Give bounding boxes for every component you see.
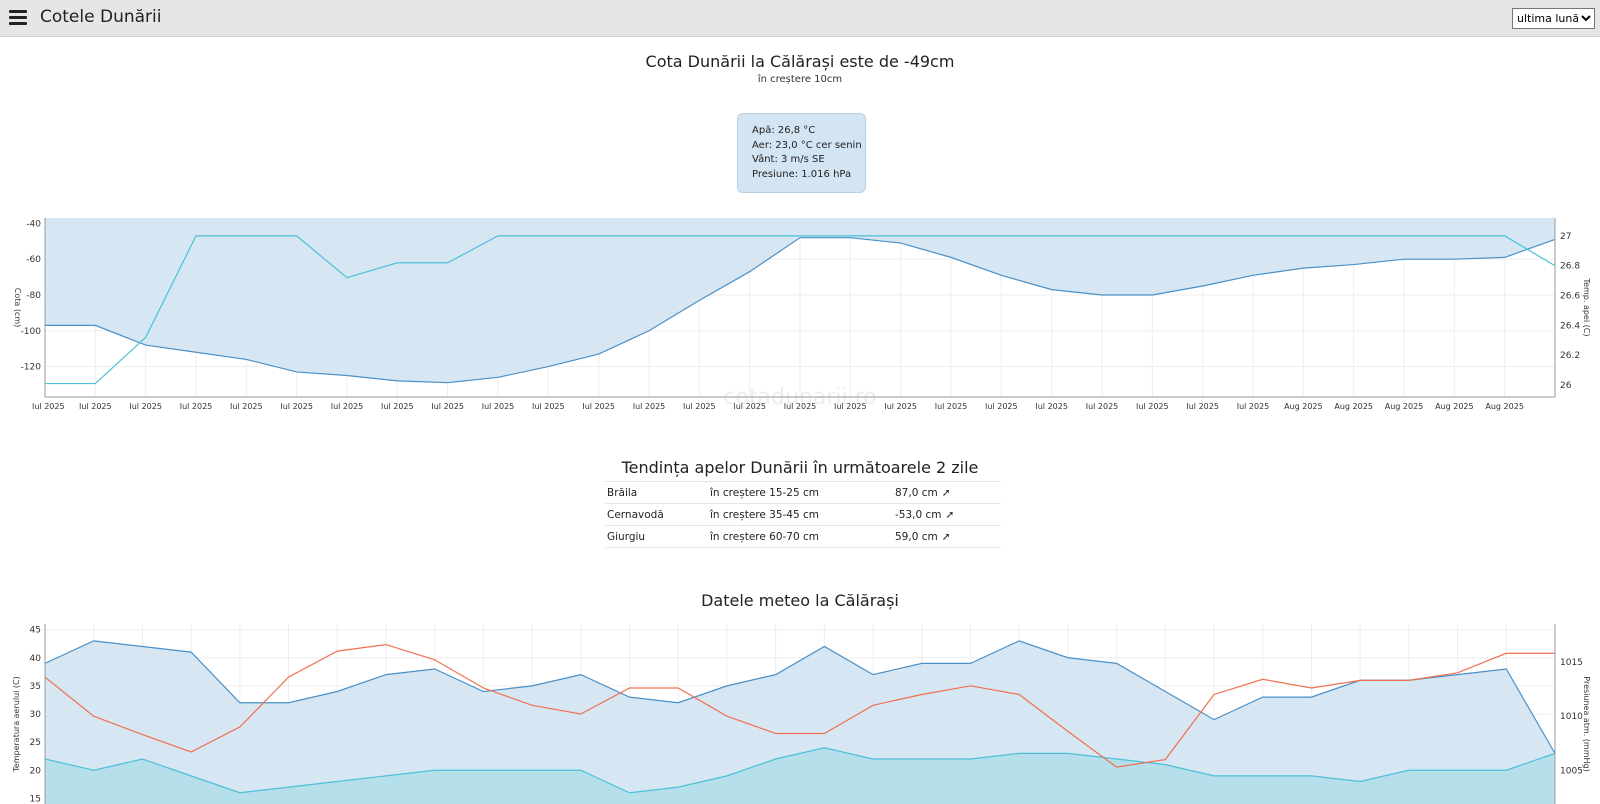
y-tick-label: -80: [26, 291, 41, 301]
wind-text: Vânt: 3 m/s SE: [752, 154, 825, 165]
y-tick-label: 25: [30, 738, 41, 748]
y2-tick-label: 26: [1560, 381, 1572, 391]
x-tick-label: Iul 2025: [532, 402, 565, 411]
x-tick-label: Iul 2025: [381, 402, 414, 411]
y2-tick-label: 26.6: [1560, 292, 1580, 302]
x-tick-label: Iul 2025: [79, 402, 112, 411]
level-cell: -53,0 cm ➚: [893, 503, 1001, 526]
x-tick-label: Iul 2025: [280, 402, 313, 411]
x-tick-label: Aug 2025: [1435, 402, 1474, 411]
x-tick-label: Iul 2025: [733, 402, 766, 411]
min-temp-line: [44, 747, 1556, 794]
meteo-chart: 45 40 35 30 25 20 15 1015 1010 1005 Temperatura ae…: [12, 624, 1591, 804]
water-temp-line: [45, 235, 1556, 385]
y-tick-label: -40: [26, 219, 41, 229]
y-tick-label: 40: [30, 654, 42, 664]
weather-info-box: Apă: 26,8 °C Aer: 23,0 °C cer senin Vânt…: [737, 113, 866, 193]
x-tick-label: Iul 2025: [633, 402, 666, 411]
level-value: -53,0 cm: [895, 508, 942, 521]
y-tick-label: -60: [26, 255, 41, 265]
level-cell: 87,0 cm ➚: [893, 481, 1001, 504]
pressure-text: Presiune: 1.016 hPa: [752, 168, 852, 180]
y-axis-label: Temperatura aerului (C): [12, 676, 21, 772]
level-area: [45, 218, 1555, 383]
x-tick-label: Iul 2025: [1237, 402, 1270, 411]
trend-row: Cernavodă în creștere 35-45 cm -53,0 cm ➚: [605, 503, 1001, 526]
y2-tick-label: 27: [1560, 232, 1571, 242]
x-tick-label: Iul 2025: [180, 402, 213, 411]
x-tick-label: Aug 2025: [1284, 402, 1323, 411]
x-tick-label: Iul 2025: [985, 402, 1018, 411]
y2-tick-label: 1005: [1560, 766, 1583, 776]
station-cell: Cernavodă: [605, 503, 708, 526]
x-tick-label: Iul 2025: [331, 402, 364, 411]
level-headline: Cota Dunării la Călărași este de -49cm: [645, 52, 955, 71]
y-tick-label: 20: [30, 766, 42, 776]
y2-tick-label: 26.2: [1560, 351, 1580, 361]
max-temp-line: [44, 640, 1556, 754]
station-cell: Giurgiu: [605, 525, 708, 548]
top-bar: Cotele Dunării ultima lună: [0, 0, 1600, 37]
y-tick-label: -120: [21, 363, 42, 373]
y-tick-label: -100: [21, 327, 42, 337]
hamburger-menu-icon[interactable]: [9, 10, 27, 26]
x-tick-label: Iul 2025: [431, 402, 464, 411]
x-tick-label: Iul 2025: [1186, 402, 1219, 411]
y2-axis-label: Presiunea atm. (mmHg): [1582, 676, 1591, 771]
level-value: 59,0 cm: [895, 530, 938, 543]
max-temp-area: [45, 640, 1555, 804]
y-tick-label: 35: [30, 682, 41, 692]
x-tick-label: Iul 2025: [32, 402, 65, 411]
x-tick-label: Iul 2025: [784, 402, 817, 411]
x-tick-label: Iul 2025: [1136, 402, 1169, 411]
level-line: [45, 237, 1556, 384]
rising-arrow-icon: ➚: [945, 508, 955, 521]
water-temp-text: Apă: 26,8 °C: [752, 125, 816, 136]
x-tick-label: Iul 2025: [230, 402, 263, 411]
trend-cell: în creștere 35-45 cm: [708, 503, 893, 526]
air-temp-text: Aer: 23,0 °C cer senin: [752, 139, 862, 151]
app-title: Cotele Dunării: [40, 7, 162, 27]
y-tick-label: 45: [30, 626, 41, 636]
trend-cell: în creștere 60-70 cm: [708, 525, 893, 548]
rising-arrow-icon: ➚: [941, 530, 951, 543]
x-tick-label: Iul 2025: [935, 402, 968, 411]
min-temp-area: [45, 747, 1555, 804]
level-cell: 59,0 cm ➚: [893, 525, 1001, 548]
y-tick-label: 30: [30, 710, 42, 720]
y2-axis-label: Temp. apei (C): [1582, 278, 1591, 337]
trend-cell: în creștere 15-25 cm: [708, 481, 893, 504]
x-tick-label: Iul 2025: [482, 402, 515, 411]
level-change: în creștere 10cm: [757, 74, 843, 85]
meteo-title: Datele meteo la Călărași: [701, 591, 899, 610]
x-tick-label: Iul 2025: [582, 402, 615, 411]
x-tick-label: Iul 2025: [1035, 402, 1068, 411]
pressure-line: [44, 643, 1555, 768]
y-axis-label: Cota (cm): [13, 288, 22, 328]
river-level-chart: cotadunarii.ro-40-60-80-100-1202726.826.…: [13, 218, 1591, 411]
x-tick-label: Aug 2025: [1385, 402, 1424, 411]
x-tick-label: Iul 2025: [129, 402, 162, 411]
x-tick-label: Iul 2025: [1086, 402, 1119, 411]
y-tick-label: 15: [30, 794, 41, 804]
x-tick-label: Aug 2025: [1485, 402, 1524, 411]
y2-tick-label: 1010: [1560, 712, 1583, 722]
trend-title: Tendința apelor Dunării în următoarele 2…: [621, 458, 979, 477]
station-cell: Brăila: [605, 481, 708, 504]
trend-row: Giurgiu în creștere 60-70 cm 59,0 cm ➚: [605, 525, 1001, 548]
period-select[interactable]: ultima lună: [1512, 8, 1595, 29]
y2-tick-label: 26.4: [1560, 321, 1580, 331]
x-tick-label: Aug 2025: [1334, 402, 1373, 411]
rising-arrow-icon: ➚: [941, 486, 951, 499]
y2-tick-label: 26.8: [1560, 262, 1580, 272]
y2-tick-label: 1015: [1560, 658, 1583, 668]
x-tick-label: Iul 2025: [683, 402, 716, 411]
x-tick-label: Iul 2025: [834, 402, 867, 411]
level-value: 87,0 cm: [895, 486, 938, 499]
trend-row: Brăila în creștere 15-25 cm 87,0 cm ➚: [605, 481, 1001, 504]
trend-table: Brăila în creștere 15-25 cm 87,0 cm ➚ Cernav…: [605, 481, 1001, 548]
x-tick-label: Iul 2025: [884, 402, 917, 411]
